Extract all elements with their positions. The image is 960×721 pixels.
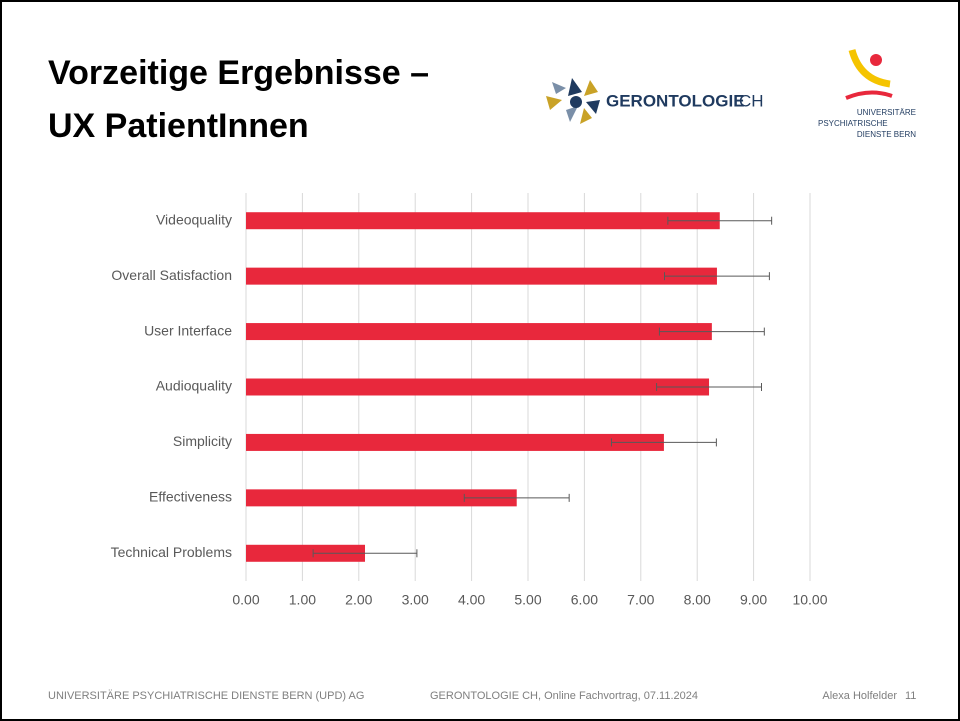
y-tick-label: User Interface [144,322,232,338]
x-tick-label: 2.00 [345,592,372,608]
x-tick-label: 5.00 [514,592,541,608]
x-tick-label: 3.00 [402,592,429,608]
error-bar [463,493,570,502]
x-tick-label: 8.00 [684,592,711,608]
bar [246,489,517,507]
logo-text: CH [739,91,764,110]
y-tick-label: Effectiveness [149,489,232,505]
bar [246,378,710,396]
logo-text: GERONTOLOGIE [606,91,745,110]
bar [246,433,664,451]
footer-author: Alexa Holfelder [822,690,897,702]
y-tick-label: Videoquality [156,211,232,227]
upd-logo-icon [845,48,893,100]
x-tick-label: 9.00 [740,592,767,608]
title-line: UX PatientInnen [48,107,309,145]
error-bar [312,549,418,558]
x-tick-label: 10.00 [792,592,827,608]
bar [246,544,366,562]
bar [246,267,717,285]
y-tick-label: Technical Problems [111,544,232,560]
y-tick-label: Simplicity [173,433,232,449]
footer-left: UNIVERSITÄRE PSYCHIATRISCHE DIENSTE BERN… [48,690,364,702]
x-tick-label: 1.00 [289,592,316,608]
y-tick-label: Audioquality [156,378,232,394]
error-bar [663,272,770,281]
bar [246,323,712,341]
x-tick-label: 0.00 [232,592,259,608]
error-bar [658,327,765,336]
logo-text: DIENSTE BERN [857,130,916,139]
title-line: Vorzeitige Ergebnisse – [48,54,429,92]
error-bar [667,216,773,225]
logo-text: UNIVERSITÄRE [857,108,916,117]
error-bar [610,438,717,447]
x-tick-label: 4.00 [458,592,485,608]
y-tick-label: Overall Satisfaction [111,267,232,283]
page-number: 11 [905,690,916,702]
gerontologie-logo-icon [546,78,600,124]
logo-text: PSYCHIATRISCHE [818,119,888,128]
error-bar [656,383,762,391]
x-tick-label: 6.00 [571,592,598,608]
x-tick-label: 7.00 [627,592,654,608]
bar [246,212,720,230]
footer-center: GERONTOLOGIE CH, Online Fachvortrag, 07.… [430,690,698,702]
